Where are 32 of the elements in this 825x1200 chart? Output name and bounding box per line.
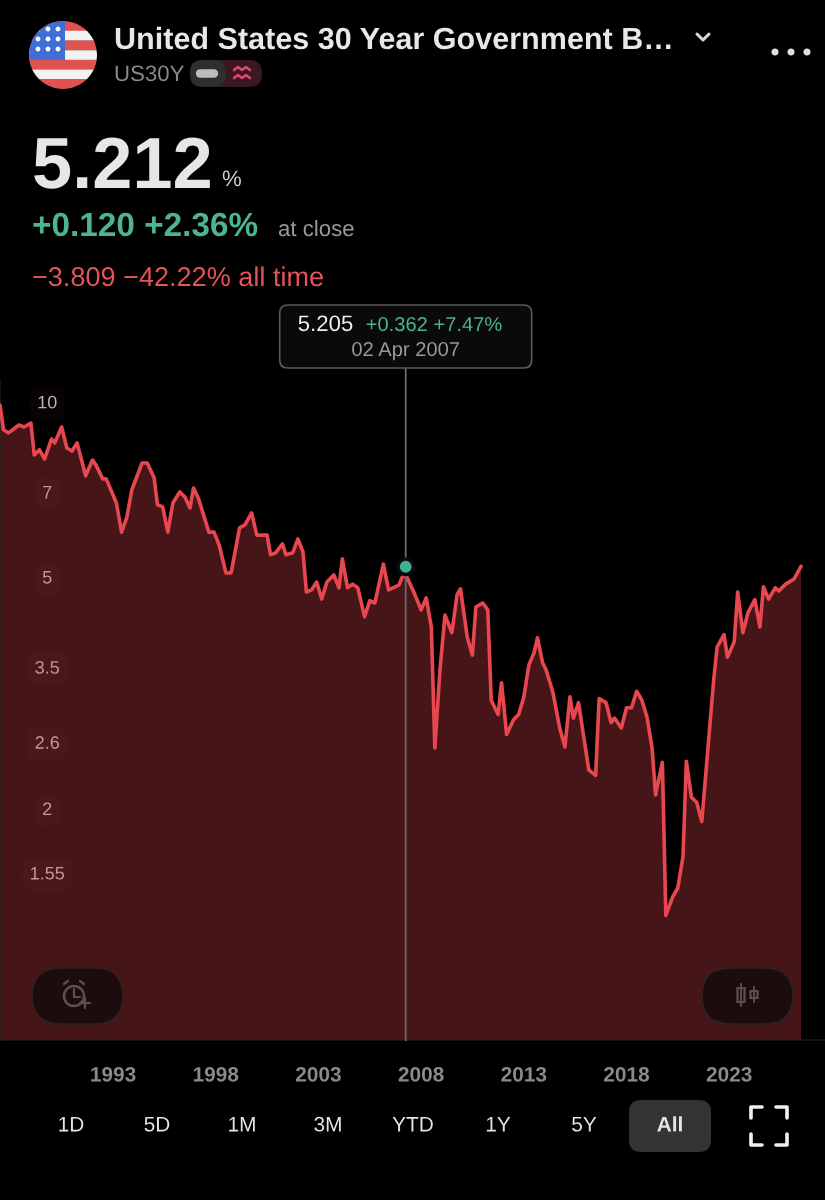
text: YTD <box>392 1117 433 1132</box>
text: +0.362 +7.47% <box>366 316 502 332</box>
x-tick-label: 2008 <box>398 1066 444 1082</box>
text: 1M <box>229 1117 255 1132</box>
text: 5Y <box>572 1117 597 1132</box>
text: All <box>657 1116 682 1132</box>
x-tick-label: 2013 <box>501 1066 547 1082</box>
text: 3M <box>314 1116 341 1132</box>
y-tick-label: 3.5 <box>35 660 60 674</box>
y-tick-label: 10 <box>38 395 57 409</box>
x-tick-label: 2003 <box>295 1066 341 1082</box>
y-tick-label: 7 <box>43 486 52 499</box>
text: 1Y <box>486 1117 511 1132</box>
text: −3.809 −42.22% all time <box>33 266 323 287</box>
text: 02 Apr 2007 <box>352 341 459 361</box>
y-tick-label: 5 <box>42 571 52 584</box>
text: 1D <box>59 1117 84 1132</box>
x-tick-label: 2018 <box>604 1066 650 1082</box>
chart-title: United States 30 Year Government B… <box>115 26 671 50</box>
chart-subtitle: US30Y <box>115 65 184 82</box>
x-tick-label: 2023 <box>706 1066 752 1082</box>
y-tick-label: 2.6 <box>35 736 59 749</box>
x-tick-label: 1993 <box>91 1066 136 1082</box>
text: % <box>222 170 241 187</box>
text: 5D <box>144 1117 170 1132</box>
y-tick-label: 2 <box>43 802 52 816</box>
x-tick-label: 1998 <box>193 1066 239 1082</box>
text: +0.120 +2.36% <box>33 212 258 237</box>
text: 5.212 <box>34 137 210 189</box>
text: at close <box>278 219 354 237</box>
y-tick-label: 1.55 <box>31 866 65 880</box>
text: 5.205 <box>298 315 353 332</box>
